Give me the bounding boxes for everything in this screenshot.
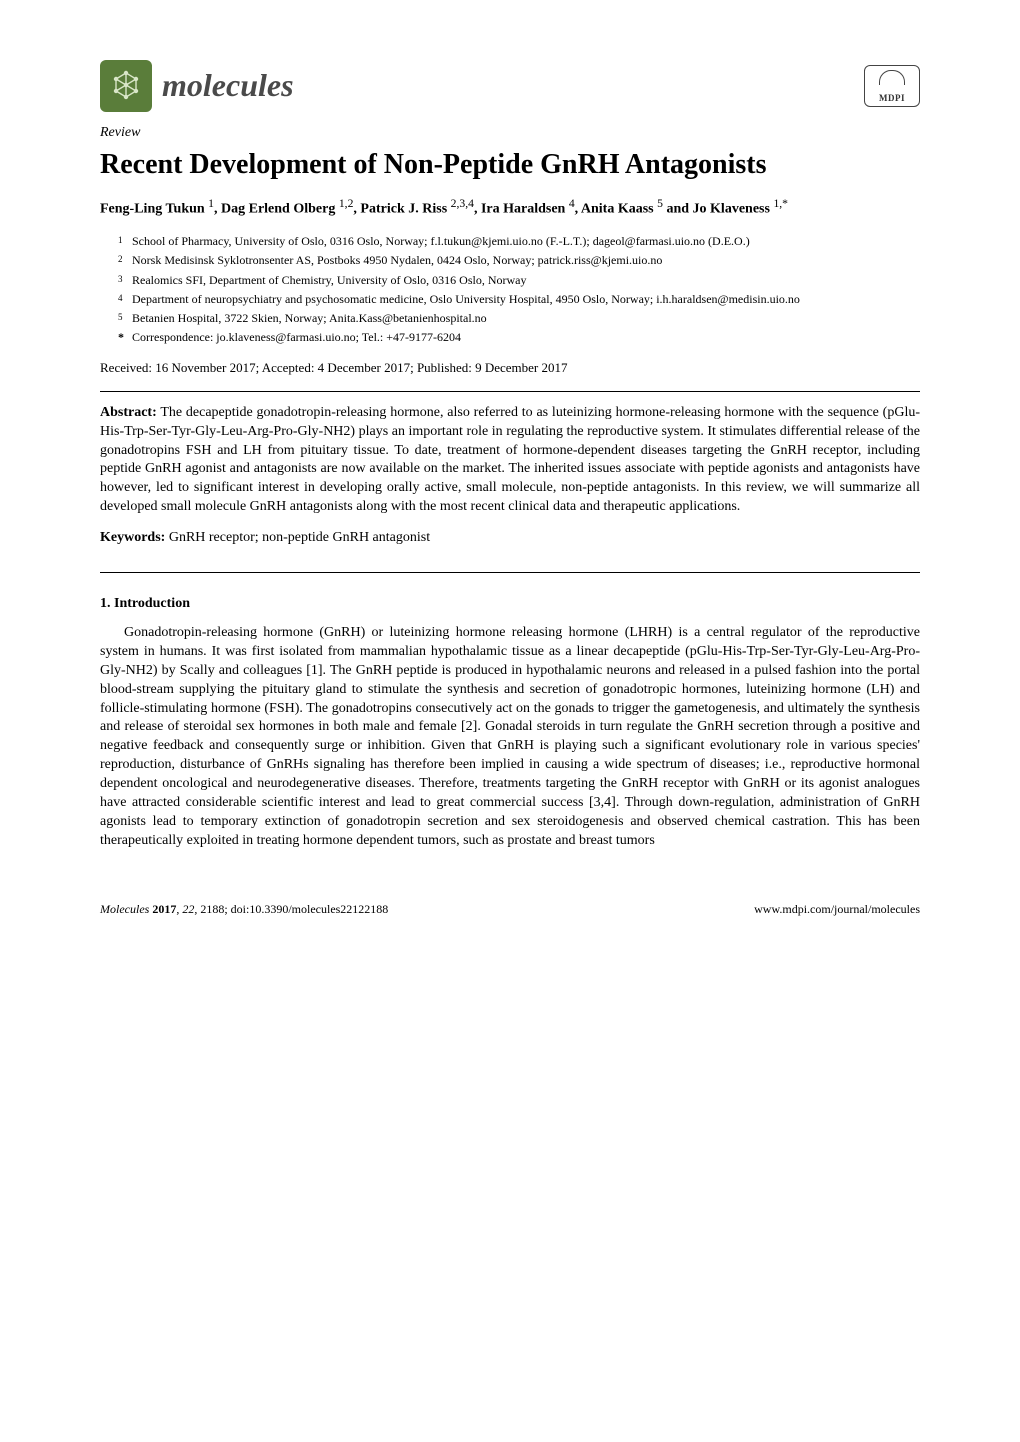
keywords-line: Keywords: GnRH receptor; non-peptide GnR…: [100, 529, 920, 548]
abstract-paragraph: Abstract: The decapeptide gonadotropin-r…: [100, 404, 920, 517]
affiliation-item: 2Norsk Medisinsk Syklotronsenter AS, Pos…: [118, 252, 920, 268]
affiliation-text: Department of neuropsychiatry and psycho…: [132, 291, 800, 307]
page-footer: Molecules 2017, 22, 2188; doi:10.3390/mo…: [100, 901, 920, 917]
correspondence-text: Correspondence: jo.klaveness@farmasi.uio…: [132, 329, 461, 345]
affiliation-text: Norsk Medisinsk Syklotronsenter AS, Post…: [132, 252, 662, 268]
publisher-abbrev: MDPI: [879, 92, 905, 104]
abstract-text: The decapeptide gonadotropin-releasing h…: [100, 405, 920, 514]
affiliation-item: 5Betanien Hospital, 3722 Skien, Norway; …: [118, 310, 920, 326]
affiliation-item: 4Department of neuropsychiatry and psych…: [118, 291, 920, 307]
affiliations-block: 1School of Pharmacy, University of Oslo,…: [100, 233, 920, 345]
molecule-icon: [109, 69, 143, 103]
footer-volume: 22: [182, 902, 194, 916]
affiliation-item: 1School of Pharmacy, University of Oslo,…: [118, 233, 920, 249]
footer-citation: Molecules 2017, 22, 2188; doi:10.3390/mo…: [100, 901, 388, 917]
affiliation-number: 5: [118, 310, 132, 326]
publication-dates: Received: 16 November 2017; Accepted: 4 …: [100, 359, 920, 377]
footer-doi: doi:10.3390/molecules22122188: [231, 902, 389, 916]
journal-logo-icon: [100, 60, 152, 112]
abstract-label: Abstract:: [100, 405, 157, 420]
publisher-logo: MDPI: [864, 65, 920, 107]
affiliation-number: 1: [118, 233, 132, 249]
article-type: Review: [100, 124, 920, 143]
affiliation-text: Realomics SFI, Department of Chemistry, …: [132, 272, 527, 288]
journal-name: molecules: [162, 64, 294, 107]
journal-logo: molecules: [100, 60, 294, 112]
section-heading: 1. Introduction: [100, 595, 920, 614]
author-list: Feng-Ling Tukun 1, Dag Erlend Olberg 1,2…: [100, 196, 920, 219]
affiliation-number: 2: [118, 252, 132, 268]
correspondence-mark: *: [118, 329, 132, 345]
affiliation-text: School of Pharmacy, University of Oslo, …: [132, 233, 750, 249]
footer-url: www.mdpi.com/journal/molecules: [754, 901, 920, 917]
footer-article-num: 2188: [200, 902, 224, 916]
body-paragraph: Gonadotropin-releasing hormone (GnRH) or…: [100, 624, 920, 851]
affiliation-item: 3Realomics SFI, Department of Chemistry,…: [118, 272, 920, 288]
affiliation-number: 4: [118, 291, 132, 307]
article-title: Recent Development of Non-Peptide GnRH A…: [100, 147, 920, 182]
footer-journal: Molecules: [100, 902, 149, 916]
footer-year: 2017: [152, 902, 176, 916]
page-header: molecules MDPI: [100, 60, 920, 112]
keywords-text: GnRH receptor; non-peptide GnRH antagoni…: [169, 530, 430, 545]
abstract-block: Abstract: The decapeptide gonadotropin-r…: [100, 391, 920, 573]
affiliation-text: Betanien Hospital, 3722 Skien, Norway; A…: [132, 310, 487, 326]
keywords-label: Keywords:: [100, 530, 165, 545]
affiliation-number: 3: [118, 272, 132, 288]
correspondence-line: *Correspondence: jo.klaveness@farmasi.ui…: [118, 329, 920, 345]
